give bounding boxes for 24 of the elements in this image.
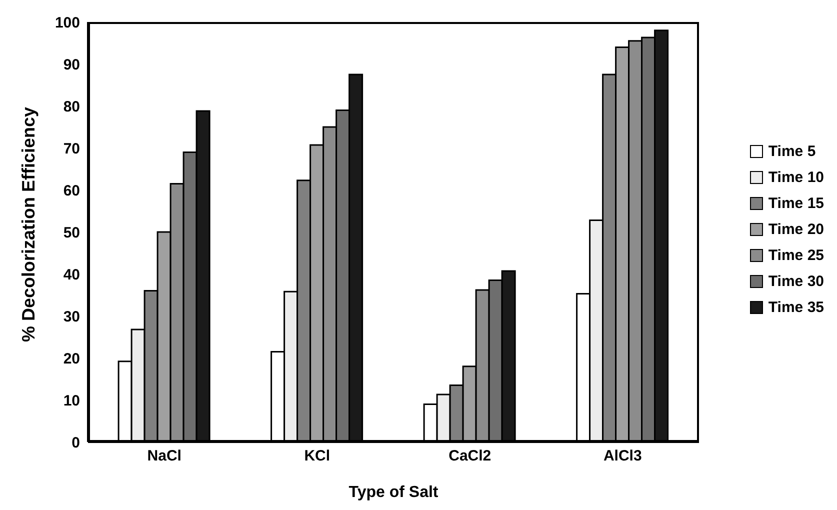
x-tick-label: CaCl2 [448,448,492,465]
x-tick-label: NaCl [147,448,182,465]
y-axis-title: % Decolorization Efficiency [18,106,38,342]
y-tick-label: 70 [63,140,80,158]
y-tick-label: 50 [63,224,80,242]
y-tick-label: 90 [63,56,80,74]
legend-label: Time 25 [768,246,824,264]
y-tick-label: 100 [54,14,80,32]
y-tick-label: 0 [72,434,80,452]
y-tick-label: 40 [63,266,80,284]
legend-label: Time 30 [768,272,824,290]
y-tick-label: 30 [63,308,80,326]
y-tick-label: 60 [63,182,80,200]
legend-label: Time 10 [768,168,824,186]
legend-label: Time 20 [768,220,824,238]
legend-label: Time 35 [768,298,824,316]
y-tick-label: 20 [63,350,80,368]
y-tick-label: 10 [63,392,80,410]
legend-label: Time 5 [768,142,816,160]
x-axis-title: Type of Salt [348,484,439,501]
x-tick-label: KCl [304,448,330,465]
legend-label: Time 15 [768,194,824,212]
y-tick-label: 80 [63,98,80,116]
x-tick-label: AlCl3 [603,448,642,465]
